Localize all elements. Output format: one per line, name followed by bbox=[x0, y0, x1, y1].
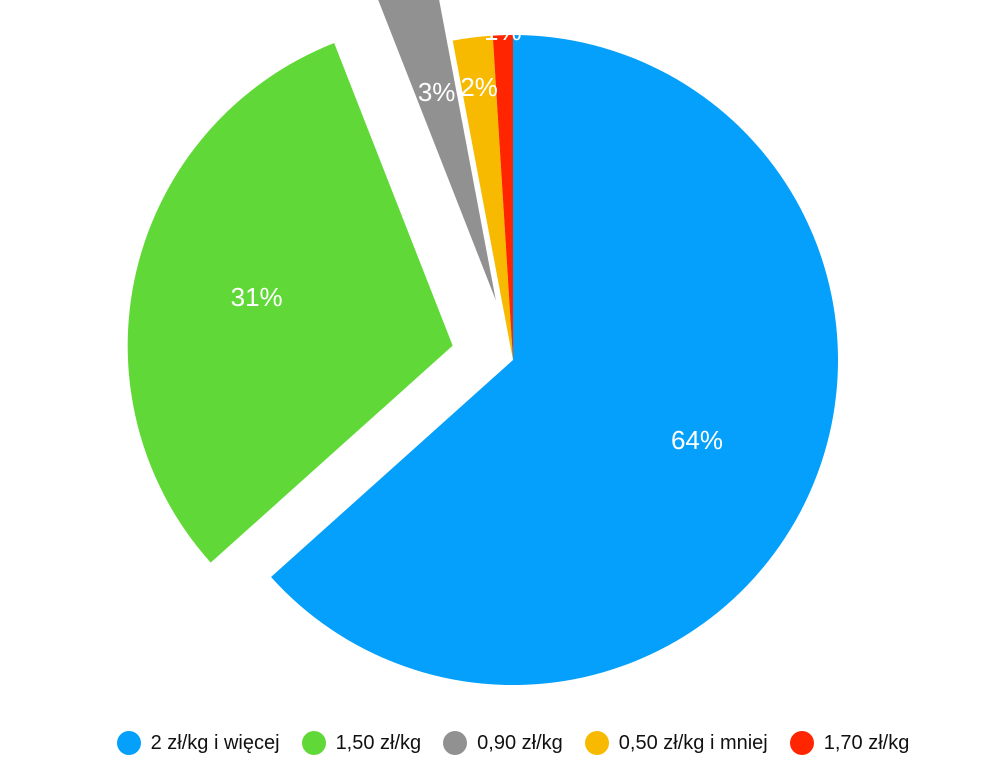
pie-slice-4 bbox=[452, 35, 513, 360]
legend-swatch-icon bbox=[789, 731, 814, 755]
legend: 2 zł/kg i więcej 1,50 zł/kg 0,90 zł/kg 0,50… bbox=[0, 726, 1008, 760]
legend-label: 0,90 zł/kg bbox=[477, 731, 563, 754]
legend-item-5: 1,70 zł/kg bbox=[789, 731, 910, 755]
legend-item-3: 0,90 zł/kg bbox=[443, 731, 563, 755]
slice-label-2: 31% bbox=[231, 282, 283, 312]
legend-label: 2 zł/kg i więcej bbox=[150, 731, 280, 754]
pie-slice-1 bbox=[271, 35, 839, 685]
legend-label: 0,50 zł/kg i mniej bbox=[618, 731, 768, 754]
pie-plot-area: 64% 31% 3% 2% 1% bbox=[127, 0, 839, 685]
legend-label: 1,70 zł/kg bbox=[823, 731, 910, 754]
slice-label-3: 3% bbox=[418, 77, 456, 107]
legend-label: 1,50 zł/kg bbox=[335, 731, 422, 754]
pie-slice-5 bbox=[492, 35, 513, 360]
pie-slice-2 bbox=[127, 43, 453, 563]
slice-label-1: 64% bbox=[671, 425, 723, 455]
pie-slice-3 bbox=[378, 0, 496, 301]
legend-item-1: 2 zł/kg i więcej bbox=[116, 731, 280, 755]
legend-item-2: 1,50 zł/kg bbox=[301, 731, 422, 755]
legend-item-4: 0,50 zł/kg i mniej bbox=[584, 731, 768, 755]
slice-label-4: 2% bbox=[460, 72, 498, 102]
pie-slice-labels: 64% 31% 3% 2% 1% bbox=[231, 16, 723, 455]
slice-label-5: 1% bbox=[484, 16, 522, 46]
legend-swatch-icon bbox=[301, 731, 326, 755]
legend-swatch-icon bbox=[584, 731, 609, 755]
legend-swatch-icon bbox=[443, 731, 468, 755]
pie-slices bbox=[127, 0, 839, 685]
legend-swatch-icon bbox=[116, 731, 141, 755]
